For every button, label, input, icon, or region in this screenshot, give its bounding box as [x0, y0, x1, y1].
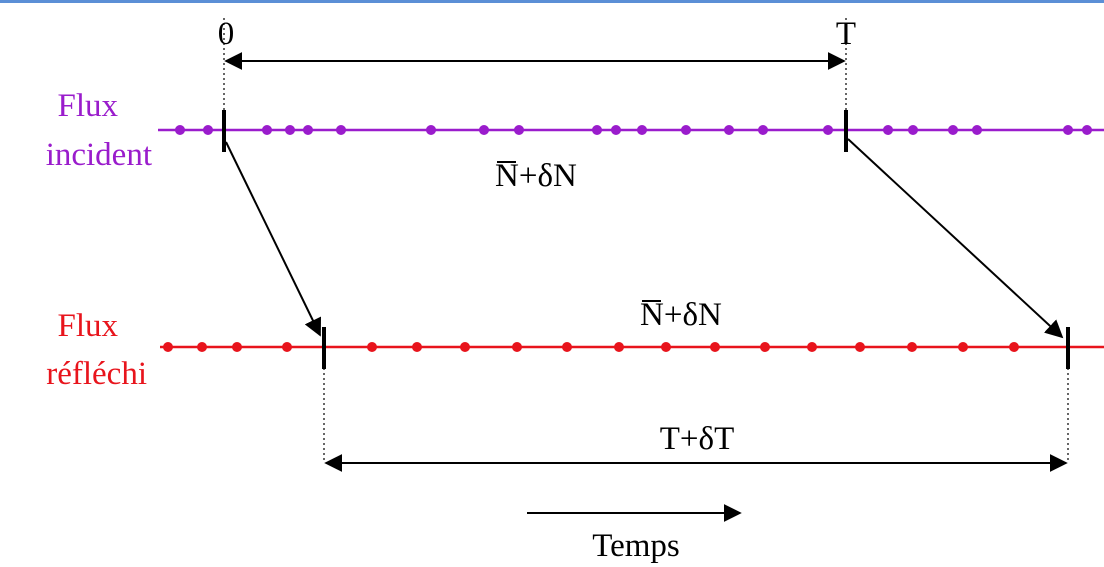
label-n-reflected: N+δN	[640, 297, 722, 333]
propagation-arrow-start	[225, 141, 321, 337]
incident-photons	[175, 125, 1092, 135]
label-n-incident: N+δN	[495, 158, 577, 194]
label-period-reflected: T+δT	[660, 421, 734, 457]
top-rule	[0, 0, 1104, 3]
label-time-axis: Temps	[592, 528, 680, 564]
reflected-photons	[163, 342, 1019, 352]
propagation-arrow-end	[847, 138, 1064, 339]
label-tT: T	[836, 16, 856, 52]
label-incident-line1: Flux	[57, 88, 118, 124]
label-t0: 0	[218, 16, 235, 52]
label-incident-line2: incident	[46, 137, 152, 173]
label-reflected-line1: Flux	[57, 308, 118, 344]
label-reflected-line2: réfléchi	[46, 356, 147, 392]
